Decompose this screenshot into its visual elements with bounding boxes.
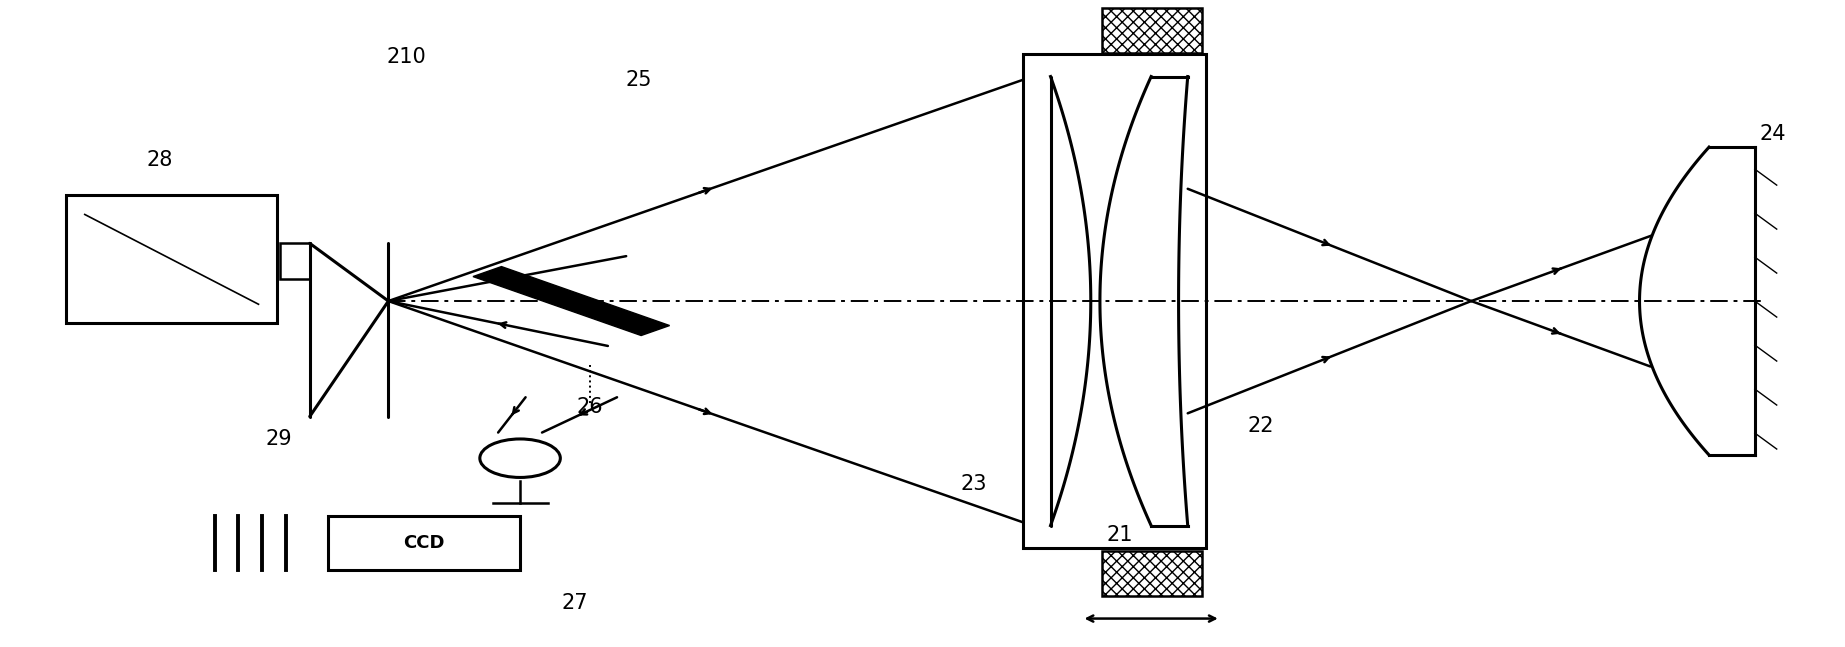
Text: 26: 26 <box>576 397 603 417</box>
Bar <box>1101 8 1203 53</box>
Text: 23: 23 <box>961 474 987 494</box>
Text: 24: 24 <box>1760 124 1786 144</box>
Ellipse shape <box>480 439 561 477</box>
Bar <box>1024 54 1207 548</box>
Bar <box>1101 551 1203 596</box>
Text: 25: 25 <box>625 70 653 90</box>
Text: CCD: CCD <box>404 534 445 552</box>
Polygon shape <box>472 267 670 336</box>
Bar <box>66 195 277 324</box>
Text: 28: 28 <box>146 150 173 170</box>
Bar <box>280 243 310 279</box>
Text: 22: 22 <box>1247 416 1275 436</box>
Bar <box>328 516 520 571</box>
Text: 29: 29 <box>266 429 292 449</box>
Text: 210: 210 <box>387 47 426 67</box>
Text: 21: 21 <box>1107 525 1133 545</box>
Text: 27: 27 <box>561 593 589 613</box>
